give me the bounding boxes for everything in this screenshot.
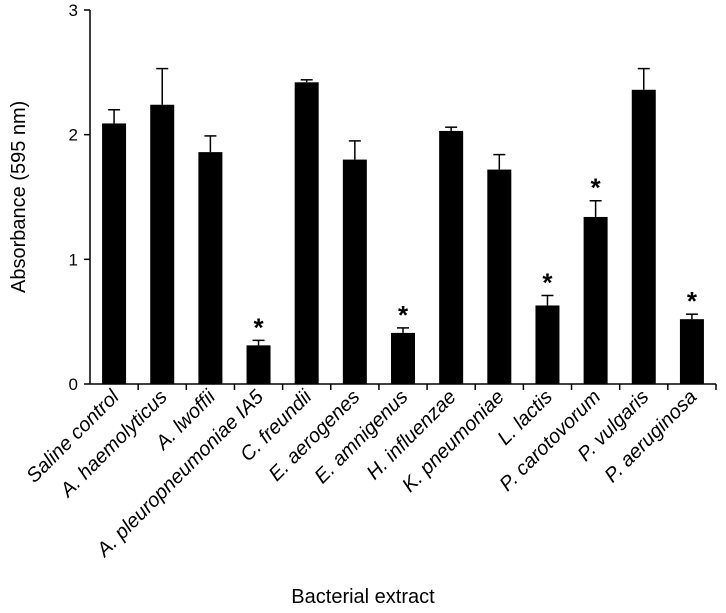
significance-marker: * — [253, 312, 264, 342]
bar — [439, 130, 464, 384]
bar — [198, 152, 223, 384]
significance-marker: * — [687, 286, 698, 316]
bar — [679, 319, 704, 384]
x-axis-label: Bacterial extract — [291, 586, 435, 608]
bar — [535, 305, 560, 384]
y-axis-label: Absorbance (595 nm) — [8, 100, 30, 293]
bar — [631, 89, 656, 384]
significance-marker: * — [591, 173, 602, 203]
y-tick-label: 2 — [69, 126, 78, 145]
bar — [342, 159, 367, 384]
bar — [391, 332, 415, 384]
bar — [150, 104, 175, 384]
bar — [583, 216, 608, 384]
bar — [294, 82, 319, 384]
y-tick-label: 3 — [69, 1, 78, 20]
bar — [487, 169, 512, 384]
significance-marker: * — [398, 300, 409, 330]
bar — [246, 345, 271, 384]
bar — [102, 123, 127, 385]
significance-marker: * — [542, 267, 553, 297]
y-tick-label: 0 — [69, 375, 78, 394]
y-tick-label: 1 — [69, 250, 78, 269]
